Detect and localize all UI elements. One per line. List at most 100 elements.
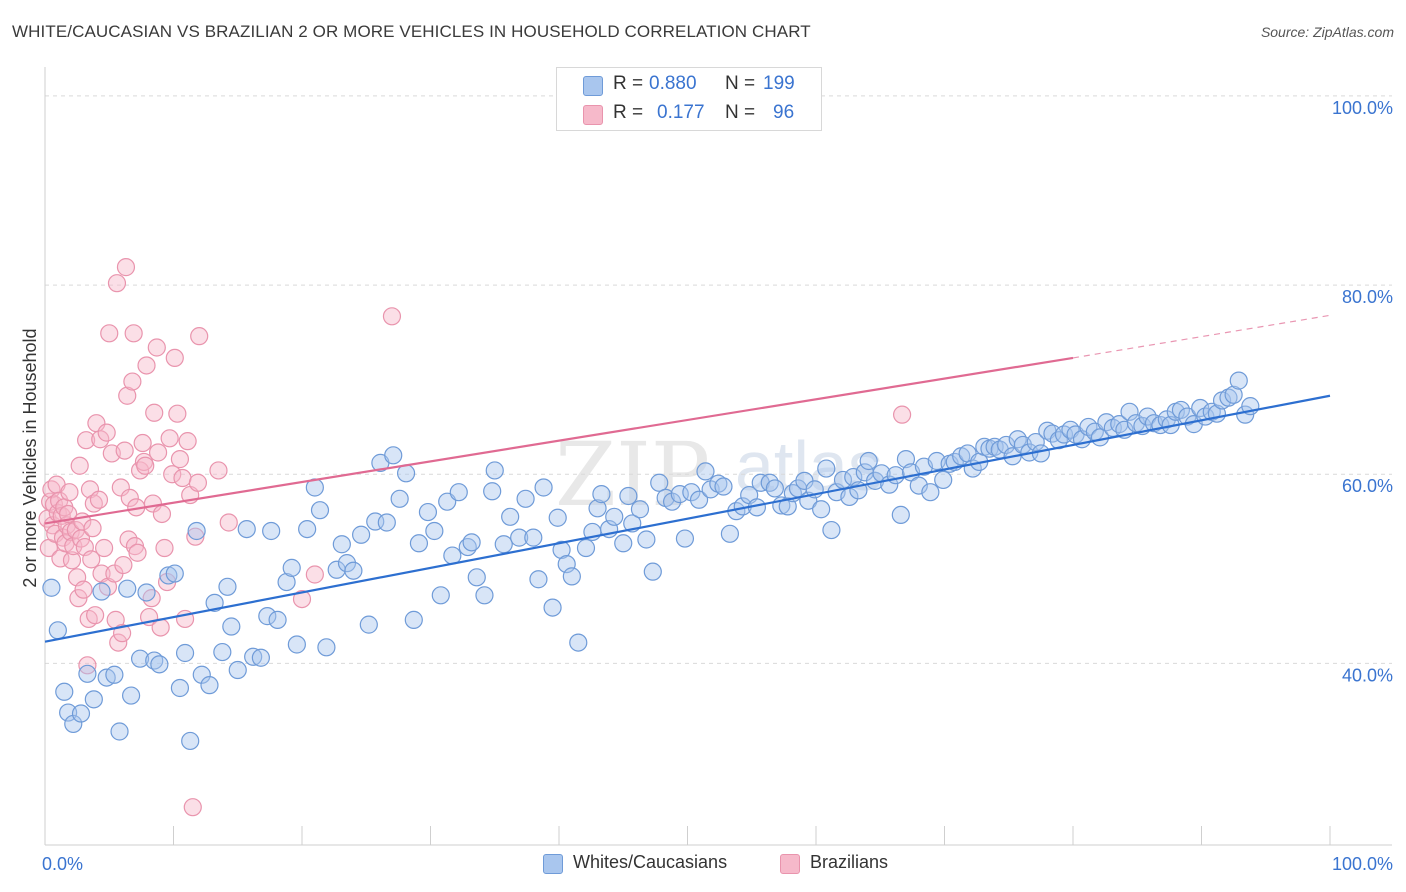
- source-credit: Source: ZipAtlas.com: [1260, 24, 1394, 40]
- brazilians-point: [305, 565, 324, 584]
- whites-point: [682, 483, 701, 502]
- brazilians-point: [173, 468, 192, 488]
- whites-point: [765, 479, 784, 498]
- whites-point: [1008, 430, 1027, 449]
- brazilians-point: [292, 589, 312, 609]
- y-tick-label: 60.0%: [1342, 476, 1393, 496]
- legend-swatch-blue: [583, 76, 603, 96]
- brazilians-point: [382, 307, 402, 326]
- brazilians-point: [892, 405, 912, 424]
- correlation-legend: R = 0.880 N = 199 R = 0.177 N = 96: [556, 67, 822, 131]
- whites-point: [258, 607, 277, 626]
- brazilians-point: [136, 456, 155, 475]
- whites-point: [605, 507, 624, 526]
- brazilians-point: [70, 456, 89, 475]
- whites-point: [317, 638, 336, 657]
- legend-swatch-pink: [780, 854, 800, 874]
- whites-point: [467, 568, 486, 587]
- whites-point: [494, 535, 513, 554]
- whites-point: [662, 492, 682, 511]
- whites-point: [485, 461, 504, 480]
- watermark: ZIP atlas: [555, 423, 883, 526]
- brazilians-point: [60, 483, 79, 502]
- whites-point: [287, 635, 306, 654]
- whites-point: [1219, 388, 1238, 407]
- whites-point: [1224, 385, 1243, 404]
- brazilians-point: [111, 478, 130, 497]
- whites-point: [42, 578, 61, 597]
- whites-point: [165, 564, 184, 583]
- whites-point: [84, 690, 103, 709]
- whites-point: [714, 477, 733, 496]
- brazilians-point: [183, 798, 202, 817]
- brazilians-point: [168, 404, 187, 423]
- whites-point: [200, 676, 219, 695]
- whites-point: [359, 615, 378, 634]
- whites-point: [1031, 444, 1050, 463]
- legend-row-brazilians: R = 0.177 N = 96: [557, 99, 821, 129]
- brazilians-point: [219, 513, 238, 532]
- brazilians-point: [152, 504, 172, 524]
- whites-point: [187, 521, 206, 541]
- whites-point: [418, 502, 438, 522]
- brazilians-point: [209, 461, 228, 480]
- brazilians-point: [115, 441, 134, 460]
- brazilians-point: [97, 423, 116, 442]
- legend-label-brazilians: Brazilians: [810, 852, 889, 872]
- brazilians-point: [155, 538, 174, 558]
- brazilians-point: [109, 633, 128, 652]
- whites-point: [159, 566, 178, 585]
- legend-n-label: N =: [725, 102, 756, 123]
- whites-point: [390, 489, 409, 508]
- brazilians-point: [120, 488, 139, 507]
- whites-point: [670, 485, 689, 504]
- brazilians-point: [118, 386, 137, 405]
- whites-point: [985, 437, 1004, 456]
- legend-n-value: 199: [763, 73, 795, 94]
- whites-point: [137, 583, 156, 602]
- whites-point: [886, 466, 905, 485]
- whites-point: [282, 558, 301, 577]
- whites-point: [181, 731, 200, 751]
- whites-point: [817, 459, 836, 478]
- whites-point: [78, 664, 97, 683]
- brazilians-point: [69, 589, 88, 608]
- whites-point: [475, 586, 494, 605]
- brazilians-point: [163, 465, 182, 484]
- legend-label-whites: Whites/Caucasians: [573, 852, 728, 872]
- y-tick-label: 80.0%: [1342, 287, 1393, 307]
- whites-point: [592, 485, 611, 504]
- x-tick-label: 0.0%: [42, 854, 83, 874]
- whites-point: [696, 462, 715, 481]
- whites-point: [934, 470, 953, 490]
- whites-point: [332, 535, 351, 554]
- whites-point: [921, 483, 940, 502]
- brazilians-point: [123, 372, 142, 391]
- tick-labels: 40.0% 60.0% 80.0% 100.0% 0.0% 100.0%: [42, 98, 1393, 874]
- whites-point: [110, 722, 129, 741]
- whites-point: [425, 521, 444, 541]
- whites-point: [859, 451, 878, 471]
- whites-point: [630, 500, 650, 519]
- brazilians-point: [74, 580, 93, 599]
- legend-swatch-blue: [543, 854, 563, 874]
- brazilians-point: [188, 473, 208, 492]
- brazilians-point: [128, 543, 147, 562]
- brazilians-point: [89, 490, 109, 509]
- brazilians-point: [114, 555, 133, 575]
- brazilians-point: [147, 338, 166, 357]
- brazilians-point: [124, 324, 143, 343]
- whites-point: [689, 490, 709, 509]
- whites-point: [1178, 407, 1197, 426]
- whites-point: [562, 567, 581, 586]
- whites-point: [337, 554, 357, 573]
- whites-point: [891, 505, 910, 525]
- whites-point: [404, 610, 423, 629]
- brazilians-point: [91, 430, 110, 449]
- whites-point: [244, 647, 263, 666]
- whites-point: [588, 499, 607, 518]
- whites-point: [262, 521, 281, 541]
- whites-point: [384, 446, 403, 465]
- y-tick-label: 100.0%: [1332, 98, 1393, 118]
